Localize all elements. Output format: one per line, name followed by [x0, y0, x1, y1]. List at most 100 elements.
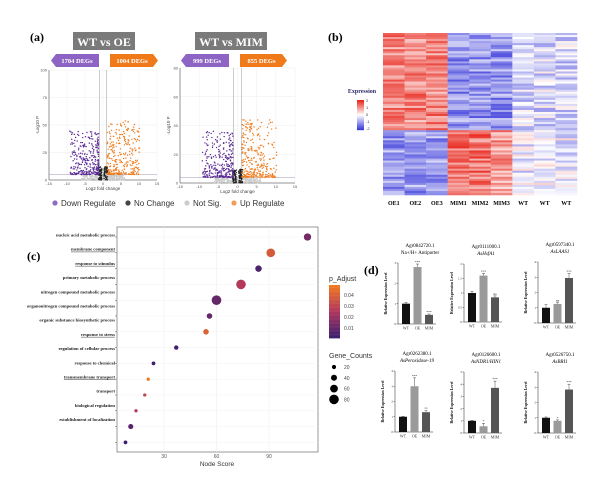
- heatmap-cell: [533, 142, 556, 145]
- colorbar-segment: [329, 335, 340, 338]
- up-regulated-point: [255, 175, 257, 177]
- heatmap-cell: [490, 43, 513, 46]
- up-regulated-point: [258, 176, 261, 178]
- up-regulated-point: [268, 123, 270, 125]
- down-degs-arrow: [181, 54, 229, 67]
- y-tick-label: 0: [176, 181, 179, 186]
- heatmap-cell: [555, 132, 578, 135]
- heatmap-cell: [404, 176, 427, 180]
- up-regulated-point: [128, 140, 130, 142]
- down-regulated-point: [92, 152, 94, 154]
- heatmap-cell: [555, 178, 578, 182]
- heatmap-cell: [533, 77, 556, 80]
- up-regulated-point: [257, 176, 259, 178]
- up-regulated-point: [243, 160, 246, 163]
- heatmap-cell: [404, 178, 427, 182]
- no-change-point: [98, 170, 100, 173]
- down-regulated-point: [221, 175, 224, 177]
- colorbar-segment: [357, 125, 364, 127]
- down-regulated-point: [96, 172, 98, 174]
- heatmap-cell: [383, 63, 405, 66]
- down-regulated-point: [81, 160, 84, 162]
- bar: [422, 412, 430, 432]
- down-regulated-point: [226, 176, 228, 178]
- up-regulated-point: [112, 135, 115, 138]
- heatmap-cell: [555, 39, 578, 42]
- heatmap-column-label: MIM2: [472, 201, 489, 207]
- up-regulated-point: [246, 175, 248, 177]
- heatmap-cell: [533, 152, 556, 155]
- down-regulated-point: [89, 169, 92, 171]
- heatmap-cell: [533, 41, 556, 44]
- heatmap-cell: [404, 65, 427, 68]
- up-regulated-point: [254, 175, 256, 177]
- not-sig-point: [215, 180, 217, 183]
- up-regulated-point: [254, 169, 256, 171]
- go-term-label: transmembrane transport: [64, 375, 116, 380]
- down-regulated-point: [80, 173, 83, 176]
- heatmap-cell: [469, 172, 492, 176]
- heatmap-cell: [490, 53, 513, 56]
- up-regulated-point: [111, 157, 113, 160]
- heatmap-cell: [426, 69, 448, 72]
- no-change-point: [105, 178, 107, 181]
- significance-label: ns: [556, 299, 560, 303]
- heatmap-cell: [533, 192, 556, 196]
- heatmap-cell: [404, 61, 427, 64]
- heatmap-cell: [555, 168, 578, 171]
- up-regulated-point: [260, 151, 262, 154]
- up-regulated-point: [119, 133, 121, 136]
- heatmap-cell: [512, 120, 535, 123]
- colorbar-segment: [357, 101, 364, 103]
- heatmap-cell: [469, 55, 492, 58]
- not-sig-point: [123, 178, 126, 180]
- heatmap-cell: [490, 146, 513, 149]
- heatmap-cell: [426, 83, 448, 86]
- up-regulated-point: [106, 165, 109, 168]
- heatmap-cell: [512, 128, 535, 131]
- heatmap-cell: [426, 43, 448, 46]
- no-change-point: [240, 179, 243, 181]
- heatmap-cell: [383, 39, 405, 42]
- up-regulated-point: [113, 170, 115, 172]
- heatmap-cell: [555, 69, 578, 72]
- no-change-point: [103, 167, 106, 169]
- heatmap-cell: [383, 71, 405, 74]
- heatmap-cell: [469, 97, 492, 101]
- heatmap-cell: [426, 144, 448, 147]
- up-regulated-point: [267, 175, 269, 177]
- down-regulated-point: [87, 165, 89, 168]
- not-sig-point: [254, 179, 257, 181]
- up-regulated-point: [115, 142, 118, 144]
- heatmap-cell: [404, 95, 427, 99]
- heatmap-cell: [512, 69, 535, 72]
- down-regulated-point: [219, 138, 222, 140]
- down-regulated-point: [231, 162, 233, 164]
- heatmap-cell: [555, 107, 578, 111]
- heatmap-cell: [447, 172, 470, 176]
- heatmap-cell: [383, 79, 405, 82]
- x-axis-label: Node Score: [200, 461, 235, 468]
- heatmap-cell: [490, 103, 513, 107]
- x-axis-label: Log2 fold change: [220, 189, 255, 194]
- up-regulated-point: [256, 149, 258, 152]
- down-regulated-point: [91, 131, 93, 133]
- down-regulated-point: [205, 132, 208, 134]
- heatmap-cell: [555, 184, 578, 188]
- heatmap-cell: [383, 105, 405, 109]
- heatmap-cell: [404, 41, 427, 44]
- up-regulated-point: [249, 168, 251, 170]
- up-regulated-point: [108, 146, 111, 148]
- heatmap-cell: [490, 93, 513, 97]
- heatmap-cell: [404, 73, 427, 76]
- heatmap-cell: [426, 75, 448, 78]
- up-regulated-point: [131, 150, 134, 152]
- bar: [479, 426, 488, 433]
- down-regulated-point: [70, 166, 73, 168]
- heatmap-cell: [383, 118, 405, 121]
- not-sig-point: [83, 178, 85, 181]
- heatmap-cell: [469, 150, 492, 153]
- bar: [399, 416, 407, 432]
- heatmap-cell: [426, 77, 448, 80]
